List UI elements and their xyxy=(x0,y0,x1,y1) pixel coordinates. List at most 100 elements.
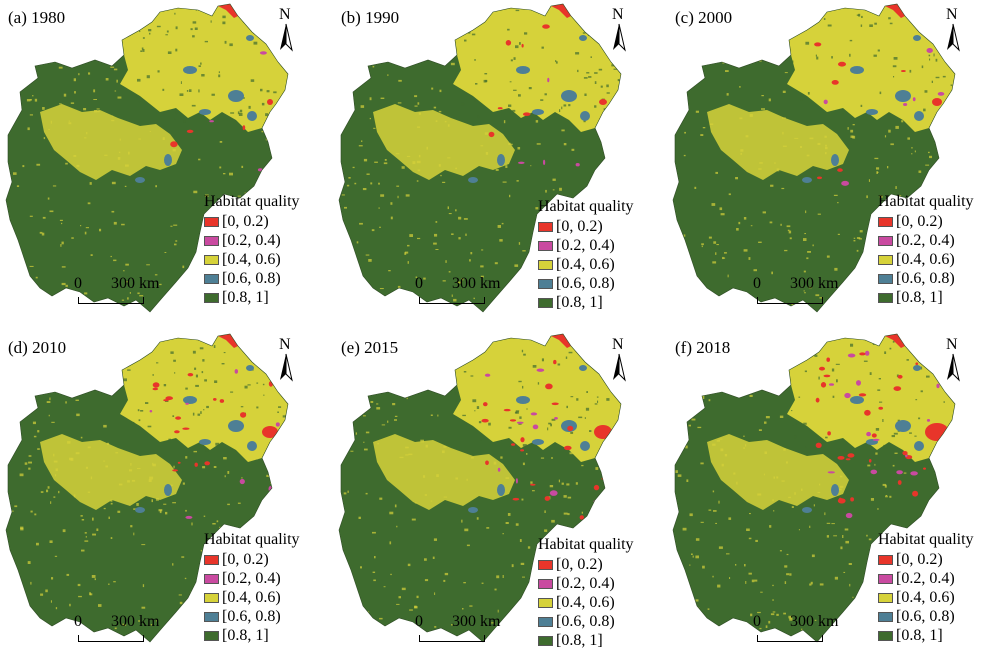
texture-speck xyxy=(621,150,624,153)
water-body xyxy=(850,66,864,74)
panel-title: (a) 1980 xyxy=(8,8,66,27)
texture-speck xyxy=(182,482,185,485)
texture-speck xyxy=(239,109,243,113)
texture-speck xyxy=(121,299,125,301)
urban-patch xyxy=(545,383,553,390)
texture-speck xyxy=(407,244,410,247)
texture-speck xyxy=(786,573,790,576)
texture-speck xyxy=(439,89,442,93)
texture-speck xyxy=(53,496,56,498)
texture-speck xyxy=(165,511,168,515)
texture-speck xyxy=(260,88,263,92)
texture-speck xyxy=(702,127,706,129)
texture-speck xyxy=(741,347,746,351)
texture-speck xyxy=(197,413,201,416)
urban-patch xyxy=(897,374,903,379)
texture-speck xyxy=(458,281,462,284)
texture-speck xyxy=(940,135,943,137)
texture-speck xyxy=(365,254,370,256)
texture-speck xyxy=(753,376,755,378)
north-arrow: N xyxy=(609,6,629,54)
texture-speck xyxy=(713,510,717,512)
urban-patch xyxy=(933,363,940,368)
texture-speck xyxy=(67,441,71,444)
urban-patch xyxy=(518,161,525,164)
texture-speck xyxy=(406,397,408,400)
texture-speck xyxy=(104,154,108,156)
legend-title: Habitat quality xyxy=(204,531,300,548)
texture-speck xyxy=(570,432,574,434)
texture-speck xyxy=(885,495,888,498)
panel-title: (d) 2010 xyxy=(8,338,67,357)
texture-speck xyxy=(203,409,205,411)
texture-speck xyxy=(600,85,603,88)
texture-speck xyxy=(750,225,753,227)
texture-speck xyxy=(559,187,562,191)
texture-speck xyxy=(73,78,76,82)
texture-speck xyxy=(443,579,446,582)
texture-speck xyxy=(794,435,797,439)
legend-swatch xyxy=(204,273,219,284)
texture-speck xyxy=(808,287,812,289)
urban-patch xyxy=(481,418,489,423)
texture-speck xyxy=(192,350,196,354)
texture-speck xyxy=(155,498,159,501)
texture-speck xyxy=(501,222,504,225)
texture-speck xyxy=(148,29,152,32)
texture-speck xyxy=(167,51,172,54)
texture-speck xyxy=(503,120,506,124)
panel-title: (f) 2018 xyxy=(675,338,731,357)
north-arrow: N xyxy=(609,336,629,384)
texture-speck xyxy=(20,527,24,531)
texture-speck xyxy=(185,509,187,512)
texture-speck xyxy=(32,621,35,625)
texture-speck xyxy=(141,349,145,351)
urban-patch xyxy=(936,383,940,389)
urban-patch xyxy=(838,61,846,67)
texture-speck xyxy=(521,498,524,501)
texture-speck xyxy=(129,292,131,294)
texture-speck xyxy=(768,98,771,102)
texture-speck xyxy=(45,589,48,593)
texture-speck xyxy=(509,81,512,83)
legend-label: [0.2, 0.4) xyxy=(896,570,955,587)
texture-speck xyxy=(137,292,140,295)
legend-swatch xyxy=(204,592,219,603)
texture-speck xyxy=(364,358,366,361)
urban-patch xyxy=(926,18,930,23)
texture-speck xyxy=(92,533,96,536)
texture-speck xyxy=(148,479,152,482)
texture-speck xyxy=(544,93,547,96)
texture-speck xyxy=(282,415,286,418)
texture-speck xyxy=(817,492,821,493)
texture-speck xyxy=(776,613,779,616)
texture-speck xyxy=(32,95,34,97)
texture-speck xyxy=(675,470,678,473)
texture-speck xyxy=(46,489,49,493)
texture-speck xyxy=(935,76,940,79)
texture-speck xyxy=(806,154,810,157)
texture-speck xyxy=(253,41,258,45)
legend-title: Habitat quality xyxy=(204,193,300,210)
texture-speck xyxy=(99,228,102,232)
texture-speck xyxy=(861,15,863,18)
scale-zero-label: 0 xyxy=(415,613,423,630)
texture-speck xyxy=(773,510,775,512)
texture-speck xyxy=(505,522,509,524)
legend-label: [0.2, 0.4) xyxy=(222,232,281,249)
texture-speck xyxy=(739,117,743,120)
water-body xyxy=(516,66,530,74)
texture-speck xyxy=(839,475,843,478)
texture-speck xyxy=(223,457,227,460)
texture-speck xyxy=(378,207,380,209)
coastal-urban xyxy=(885,4,905,18)
legend-swatch xyxy=(204,630,219,641)
texture-speck xyxy=(911,147,913,149)
texture-speck xyxy=(480,145,484,147)
texture-speck xyxy=(16,53,19,57)
texture-speck xyxy=(797,26,800,29)
urban-patch xyxy=(520,449,525,452)
map-panel-6: (f) 2018 N Habitat quality [0, 0.2) [0.2,… xyxy=(667,330,1000,659)
texture-speck xyxy=(689,296,693,299)
texture-speck xyxy=(80,225,82,227)
